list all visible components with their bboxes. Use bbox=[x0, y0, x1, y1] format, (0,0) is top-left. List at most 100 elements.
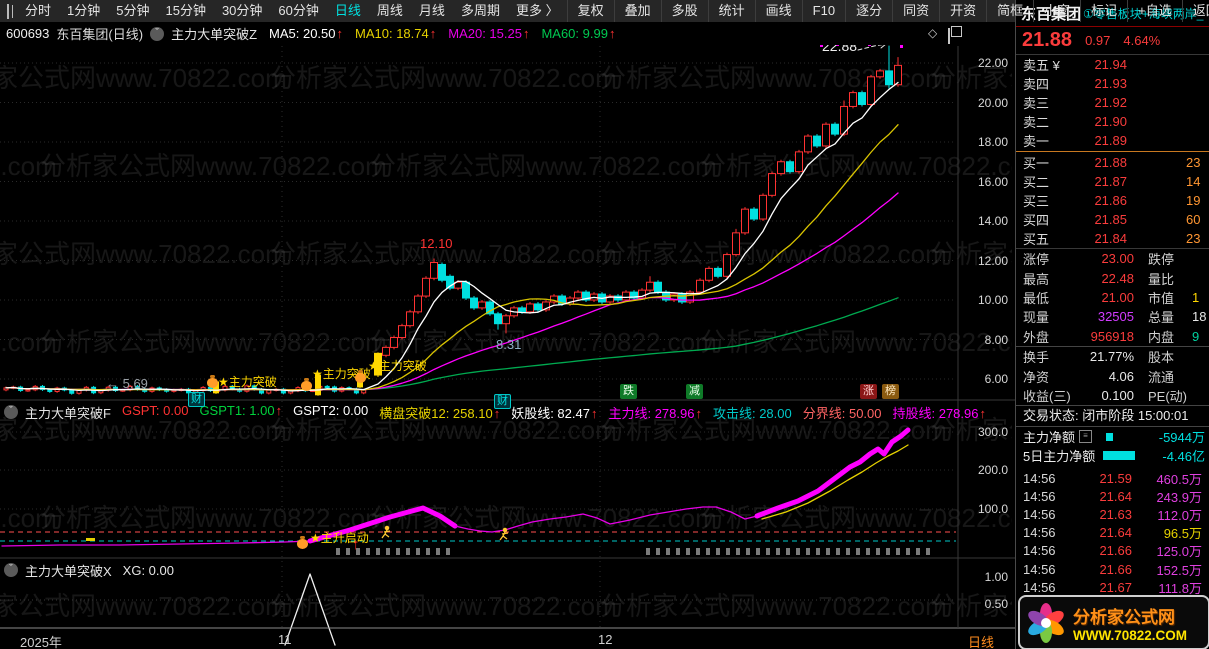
menu-item-叠加[interactable]: 叠加 bbox=[613, 0, 661, 22]
stat-row: 净资 4.06 流通 bbox=[1023, 368, 1175, 385]
menu-item-简框[interactable]: 简框 bbox=[986, 0, 1033, 22]
flower-logo-icon bbox=[1028, 602, 1064, 643]
menu-item-多股[interactable]: 多股 bbox=[660, 0, 708, 22]
menu-item-小窗[interactable]: 小窗 bbox=[1033, 0, 1080, 22]
menu-item-月线[interactable]: 月线 bbox=[418, 3, 445, 18]
ma-label: MA20: 15.25↑ bbox=[448, 26, 530, 41]
sub2-axis-label: 0.50 bbox=[984, 597, 1008, 611]
period-menu: 分时 1分钟 5分钟 15分钟 30分钟 60分钟 日线 周线 月线 多周期 更多 〉 bbox=[17, 0, 567, 22]
price-change-pct: 4.64% bbox=[1123, 33, 1161, 48]
trade-row: 14:56 21.66 152.5万 bbox=[1023, 561, 1202, 578]
sub1-axis-label: 300.0 bbox=[977, 425, 1008, 439]
menu-item-返回[interactable]: 返回 bbox=[1181, 0, 1209, 22]
menu-item-标记[interactable]: 标记 bbox=[1080, 0, 1127, 22]
sub1-param: 分界线: 50.00 bbox=[802, 405, 882, 421]
queue-row[interactable]: 买一 21.88 23 bbox=[1023, 155, 1201, 171]
last-price: 21.88 bbox=[1022, 29, 1073, 51]
chevron-down-icon[interactable]: ˇ bbox=[150, 26, 165, 41]
menu-item-60分钟[interactable]: 60分钟 bbox=[278, 3, 319, 18]
menu-item-+自选[interactable]: +自选 bbox=[1127, 0, 1182, 22]
menu-item-1分钟[interactable]: 1分钟 bbox=[67, 3, 101, 18]
main-net-value: -5944万 bbox=[1158, 430, 1205, 446]
menu-item-多周期[interactable]: 多周期 bbox=[460, 3, 500, 18]
menu-item-画线[interactable]: 画线 bbox=[754, 0, 802, 22]
menu-item-F10[interactable]: F10 bbox=[801, 0, 845, 22]
quote-price-row: 21.88 0.97 4.64% bbox=[1016, 27, 1209, 55]
sub2-title: 主力大单突破X bbox=[25, 563, 112, 579]
menu-item-日线[interactable]: 日线 bbox=[334, 3, 361, 18]
price-axis-label: 14.00 bbox=[977, 214, 1008, 228]
menu-item-同资[interactable]: 同资 bbox=[892, 0, 939, 22]
net5-label: 5日主力净额 bbox=[1023, 449, 1096, 465]
axis-year: 2025年 bbox=[20, 635, 62, 649]
queue-row[interactable]: 卖三 21.92 bbox=[1023, 95, 1127, 111]
chart-badge: 跌 bbox=[620, 384, 637, 399]
sub1-axis-label: 100.0 bbox=[977, 502, 1008, 516]
stat-row: 最低 21.00 市值 1 bbox=[1023, 289, 1200, 306]
stock-info-bar: 600693 东百集团(日线) ˇ 主力大单突破Z MA5: 20.50↑ MA1… bbox=[0, 22, 1015, 45]
quote-stock-name: 东百集团 bbox=[1021, 5, 1082, 23]
list-icon[interactable]: ≡ bbox=[1079, 430, 1093, 444]
sub1-param: GSPT1: 1.00↑ bbox=[199, 402, 283, 418]
main-chart-canvas[interactable] bbox=[0, 0, 1015, 649]
quote-title-row[interactable]: 东百集团 ①零售板块+海峡两岸_ bbox=[1016, 0, 1209, 27]
queue-row[interactable]: 卖五 ¥21.94 bbox=[1023, 57, 1127, 73]
sub1-param: 横盘突破12: 258.10↑ bbox=[379, 405, 501, 421]
trade-row: 14:56 21.59 460.5万 bbox=[1023, 470, 1202, 487]
stat-row: 现量 32505 总量 18 bbox=[1023, 309, 1207, 326]
menu-item-分时[interactable]: 分时 bbox=[25, 3, 52, 18]
net-bar bbox=[1106, 432, 1114, 441]
chart-badge: 榜 bbox=[882, 384, 899, 399]
diamond-icon[interactable]: ◇ bbox=[928, 26, 938, 40]
price-axis-label: 8.00 bbox=[984, 332, 1008, 347]
queue-row[interactable]: 卖一 21.89 bbox=[1023, 133, 1127, 149]
queue-row[interactable]: 买二 21.87 14 bbox=[1023, 174, 1201, 190]
sub2-header: ˇ 主力大单突破X XG: 0.00 bbox=[0, 560, 174, 580]
window-split-icon[interactable] bbox=[7, 3, 13, 19]
queue-row[interactable]: 买四 21.85 60 bbox=[1023, 212, 1201, 228]
trade-row: 14:56 21.67 111.8万 bbox=[1023, 579, 1202, 596]
menu-item-逐分[interactable]: 逐分 bbox=[845, 0, 892, 22]
price-axis-label: 16.00 bbox=[977, 174, 1008, 189]
windows-stack-icon[interactable] bbox=[948, 28, 950, 44]
menu-item-30分钟[interactable]: 30分钟 bbox=[221, 3, 263, 18]
sub1-param: GSPT: 0.00 bbox=[121, 402, 189, 418]
queue-row[interactable]: 卖四 21.93 bbox=[1023, 76, 1127, 92]
ma-label: MA10: 18.74↑ bbox=[355, 26, 437, 41]
main-net-row: 主力净额 ≡ -5944万 bbox=[1016, 427, 1209, 446]
menu-item-开资[interactable]: 开资 bbox=[939, 0, 986, 22]
collapse-icon[interactable]: ˇ bbox=[4, 405, 18, 419]
menu-item-周线[interactable]: 周线 bbox=[376, 3, 403, 18]
menu-bar: 分时 1分钟 5分钟 15分钟 30分钟 60分钟 日线 周线 月线 多周期 更多 〉 复权 叠加 多股… bbox=[0, 0, 1209, 23]
menu-item-更多 〉[interactable]: 更多 〉 bbox=[515, 3, 559, 18]
stat-row: 涨停 23.00 跌停 bbox=[1023, 251, 1175, 268]
ma-values: MA5: 20.50↑ MA10: 18.74↑ MA20: 15.25↑ MA60:… bbox=[257, 26, 615, 41]
moneybag-icon bbox=[207, 375, 218, 388]
menu-item-5分钟[interactable]: 5分钟 bbox=[116, 3, 150, 18]
stats-grid: 涨停 23.00 跌停 最高 22.48 量比 最低 21.00 市值 1 现量 32505 总量 18 外… bbox=[1016, 248, 1209, 405]
queue-divider bbox=[1016, 151, 1209, 152]
menu-item-复权[interactable]: 复权 bbox=[566, 0, 614, 22]
moneybag-icon bbox=[297, 536, 308, 549]
time-axis[interactable]: 2025年 11 12 日线 bbox=[0, 629, 1015, 649]
stat-row: 最高 22.48 量比 bbox=[1023, 270, 1175, 287]
axis-month-11: 11 bbox=[278, 632, 292, 647]
menu-item-15分钟[interactable]: 15分钟 bbox=[165, 3, 206, 18]
moneybag-icon bbox=[355, 370, 366, 383]
queue-row[interactable]: 买三 21.86 19 bbox=[1023, 193, 1201, 209]
queue-row[interactable]: 买五 21.84 23 bbox=[1023, 231, 1201, 247]
queue-row[interactable]: 卖二 21.90 bbox=[1023, 114, 1127, 130]
logo-text: 分析家公式网 bbox=[1073, 607, 1175, 627]
price-axis-label: 6.00 bbox=[984, 372, 1008, 386]
menu-item-统计[interactable]: 统计 bbox=[707, 0, 755, 22]
sub1-param: 妖股线: 82.47↑ bbox=[511, 405, 598, 421]
quote-sector-tags[interactable]: ①零售板块+海峡两岸_ bbox=[1083, 6, 1204, 21]
sub1-param: GSPT2: 0.00 bbox=[293, 402, 369, 418]
sub1-header: ˇ 主力大单突破F GSPT: 0.00 GSPT1: 1.00↑ GSPT2: 0… bbox=[0, 402, 986, 422]
logo-url: WWW.70822.COM bbox=[1073, 627, 1188, 643]
net5-bar bbox=[1103, 451, 1136, 461]
site-logo[interactable]: 分析家公式网 WWW.70822.COM bbox=[1018, 595, 1209, 649]
collapse-icon[interactable]: ˇ bbox=[4, 563, 18, 577]
trade-list: 14:56 21.59 460.5万 14:56 21.64 243.9万 14:56 21.… bbox=[1016, 469, 1209, 596]
